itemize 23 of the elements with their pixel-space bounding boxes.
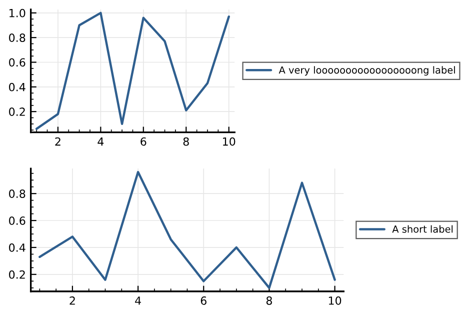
y-tick-label: 1.0	[10, 8, 26, 18]
x-tick-label: 8	[266, 296, 272, 305]
x-tick-label: 6	[140, 137, 146, 146]
x-tick-label: 2	[70, 296, 75, 305]
y-tick-label: 0.4	[9, 82, 26, 92]
x-tick-label: 8	[183, 137, 189, 146]
x-tick-label: 2	[55, 137, 60, 146]
legend-label: A very looooooooooooooooong label	[278, 66, 455, 76]
y-tick-label: 0.6	[9, 216, 26, 225]
y-tick-label: 0.2	[9, 270, 25, 279]
y-tick-label: 0.8	[9, 190, 26, 198]
legend-label: A short label	[392, 225, 453, 233]
y-tick-label: 0.6	[9, 58, 26, 67]
x-tick-label: 4	[135, 296, 141, 305]
line-series	[35, 12, 230, 130]
y-tick-label: 0.8	[9, 34, 26, 42]
x-tick-label: 6	[200, 296, 206, 305]
line-series	[38, 170, 336, 289]
y-tick-label: 0.4	[9, 243, 26, 252]
x-tick-label: 10	[328, 296, 342, 305]
x-tick-label: 10	[223, 137, 236, 146]
x-tick-label: 4	[98, 138, 104, 146]
y-tick-label: 0.2	[9, 108, 25, 116]
